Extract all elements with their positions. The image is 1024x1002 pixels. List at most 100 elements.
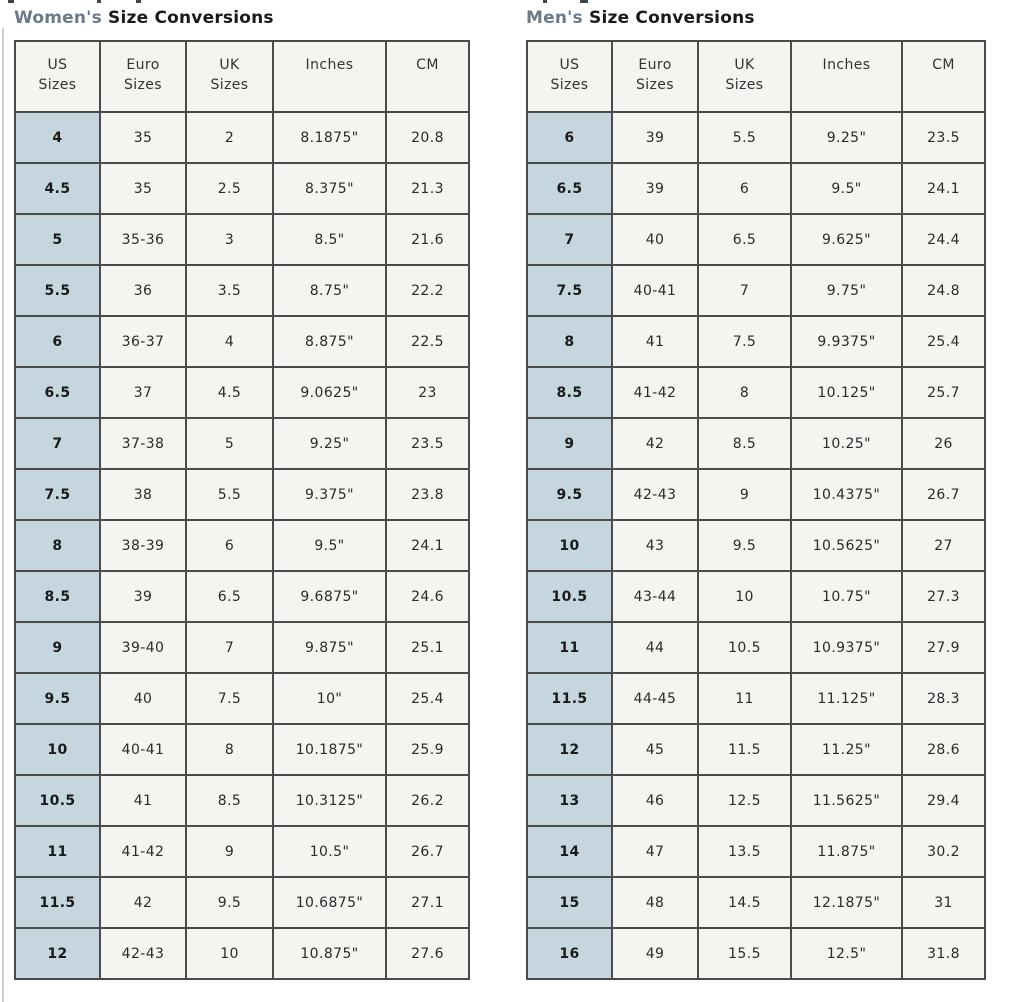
mens-table-head: US Sizes Euro Sizes UK Sizes Inches CM (526, 40, 986, 113)
us-size-cell: 9.5 (14, 672, 101, 725)
us-size-cell: 6.5 (526, 162, 613, 215)
table-row: 14 47 13.5 11.875" 30.2 (526, 825, 986, 878)
table-row: 11.5 42 9.5 10.6875" 27.1 (14, 876, 470, 929)
table-row: 10 40-41 8 10.1875" 25.9 (14, 723, 470, 776)
size-cell: 8 (185, 723, 274, 776)
size-cell: 21.6 (385, 213, 470, 266)
size-cell: 27.1 (385, 876, 470, 929)
size-cell: 27.6 (385, 927, 470, 980)
us-size-cell: 12 (14, 927, 101, 980)
us-size-cell: 5.5 (14, 264, 101, 317)
us-size-cell: 8 (526, 315, 613, 368)
column-header: Inches (790, 40, 903, 113)
clipped-artifact (8, 0, 14, 3)
us-size-cell: 6 (526, 111, 613, 164)
table-row: 15 48 14.5 12.1875" 31 (526, 876, 986, 929)
header-row: US Sizes Euro Sizes UK Sizes Inches CM (526, 40, 986, 113)
us-size-cell: 9.5 (526, 468, 613, 521)
table-row: 6.5 37 4.5 9.0625" 23 (14, 366, 470, 419)
table-row: 10 43 9.5 10.5625" 27 (526, 519, 986, 572)
us-size-cell: 8.5 (14, 570, 101, 623)
table-row: 5 35-36 3 8.5" 21.6 (14, 213, 470, 266)
size-cell: 3 (185, 213, 274, 266)
size-cell: 10.1875" (272, 723, 387, 776)
size-cell: 24.8 (901, 264, 986, 317)
size-cell: 41 (611, 315, 699, 368)
table-row: 6.5 39 6 9.5" 24.1 (526, 162, 986, 215)
size-cell: 10.4375" (790, 468, 903, 521)
size-cell: 21.3 (385, 162, 470, 215)
table-row: 11.5 44-45 11 11.125" 28.3 (526, 672, 986, 725)
table-row: 8 41 7.5 9.9375" 25.4 (526, 315, 986, 368)
size-cell: 9.0625" (272, 366, 387, 419)
mens-title-rest: Size Conversions (589, 8, 755, 28)
size-cell: 8.875" (272, 315, 387, 368)
table-row: 7.5 38 5.5 9.375" 23.8 (14, 468, 470, 521)
table-row: 11 44 10.5 10.9375" 27.9 (526, 621, 986, 674)
mens-table-title: Men's Size Conversions (526, 5, 986, 31)
size-cell: 7.5 (697, 315, 792, 368)
size-cell: 8.75" (272, 264, 387, 317)
size-cell: 25.4 (901, 315, 986, 368)
size-cell: 42-43 (611, 468, 699, 521)
size-cell: 25.1 (385, 621, 470, 674)
size-cell: 23.5 (385, 417, 470, 470)
table-row: 9 42 8.5 10.25" 26 (526, 417, 986, 470)
us-size-cell: 7 (526, 213, 613, 266)
table-row: 10.5 41 8.5 10.3125" 26.2 (14, 774, 470, 827)
size-cell: 39 (99, 570, 187, 623)
size-cell: 7.5 (185, 672, 274, 725)
size-cell: 11.5625" (790, 774, 903, 827)
clipped-artifact (543, 0, 547, 3)
size-cell: 35-36 (99, 213, 187, 266)
mens-table-body: 6 39 5.5 9.25" 23.5 6.5 39 6 9.5" 24.1 7 40 6.5 9.625… (526, 111, 986, 980)
size-cell: 9.25" (790, 111, 903, 164)
us-size-cell: 9 (526, 417, 613, 470)
size-cell: 9.75" (790, 264, 903, 317)
column-header: Inches (272, 40, 387, 113)
size-cell: 41-42 (99, 825, 187, 878)
us-size-cell: 15 (526, 876, 613, 929)
womens-table-section: Women's Size Conversions US Sizes Euro Size… (14, 5, 470, 980)
size-cell: 40 (611, 213, 699, 266)
size-cell: 26.2 (385, 774, 470, 827)
size-cell: 31 (901, 876, 986, 929)
size-cell: 8.5 (185, 774, 274, 827)
size-cell: 40-41 (99, 723, 187, 776)
size-cell: 9 (697, 468, 792, 521)
us-size-cell: 11.5 (14, 876, 101, 929)
size-cell: 8.5" (272, 213, 387, 266)
size-cell: 6.5 (185, 570, 274, 623)
size-cell: 7 (185, 621, 274, 674)
table-row: 5.5 36 3.5 8.75" 22.2 (14, 264, 470, 317)
size-cell: 41-42 (611, 366, 699, 419)
size-cell: 10.75" (790, 570, 903, 623)
header-row: US Sizes Euro Sizes UK Sizes Inches CM (14, 40, 470, 113)
size-cell: 11.5 (697, 723, 792, 776)
size-cell: 37-38 (99, 417, 187, 470)
column-header: Euro Sizes (99, 40, 187, 113)
size-cell: 47 (611, 825, 699, 878)
size-cell: 10" (272, 672, 387, 725)
size-cell: 39 (611, 162, 699, 215)
table-row: 9 39-40 7 9.875" 25.1 (14, 621, 470, 674)
size-cell: 26.7 (385, 825, 470, 878)
size-cell: 43 (611, 519, 699, 572)
size-cell: 11.875" (790, 825, 903, 878)
size-cell: 49 (611, 927, 699, 980)
size-cell: 10.125" (790, 366, 903, 419)
size-cell: 22.5 (385, 315, 470, 368)
us-size-cell: 14 (526, 825, 613, 878)
size-cell: 11.25" (790, 723, 903, 776)
size-cell: 9.375" (272, 468, 387, 521)
womens-size-table: US Sizes Euro Sizes UK Sizes Inches CM 4 35 2 8.18… (14, 40, 470, 980)
us-size-cell: 11 (14, 825, 101, 878)
us-size-cell: 6 (14, 315, 101, 368)
size-cell: 11 (697, 672, 792, 725)
size-cell: 23.8 (385, 468, 470, 521)
size-cell: 44 (611, 621, 699, 674)
size-cell: 10.875" (272, 927, 387, 980)
size-cell: 42-43 (99, 927, 187, 980)
table-row: 4.5 35 2.5 8.375" 21.3 (14, 162, 470, 215)
